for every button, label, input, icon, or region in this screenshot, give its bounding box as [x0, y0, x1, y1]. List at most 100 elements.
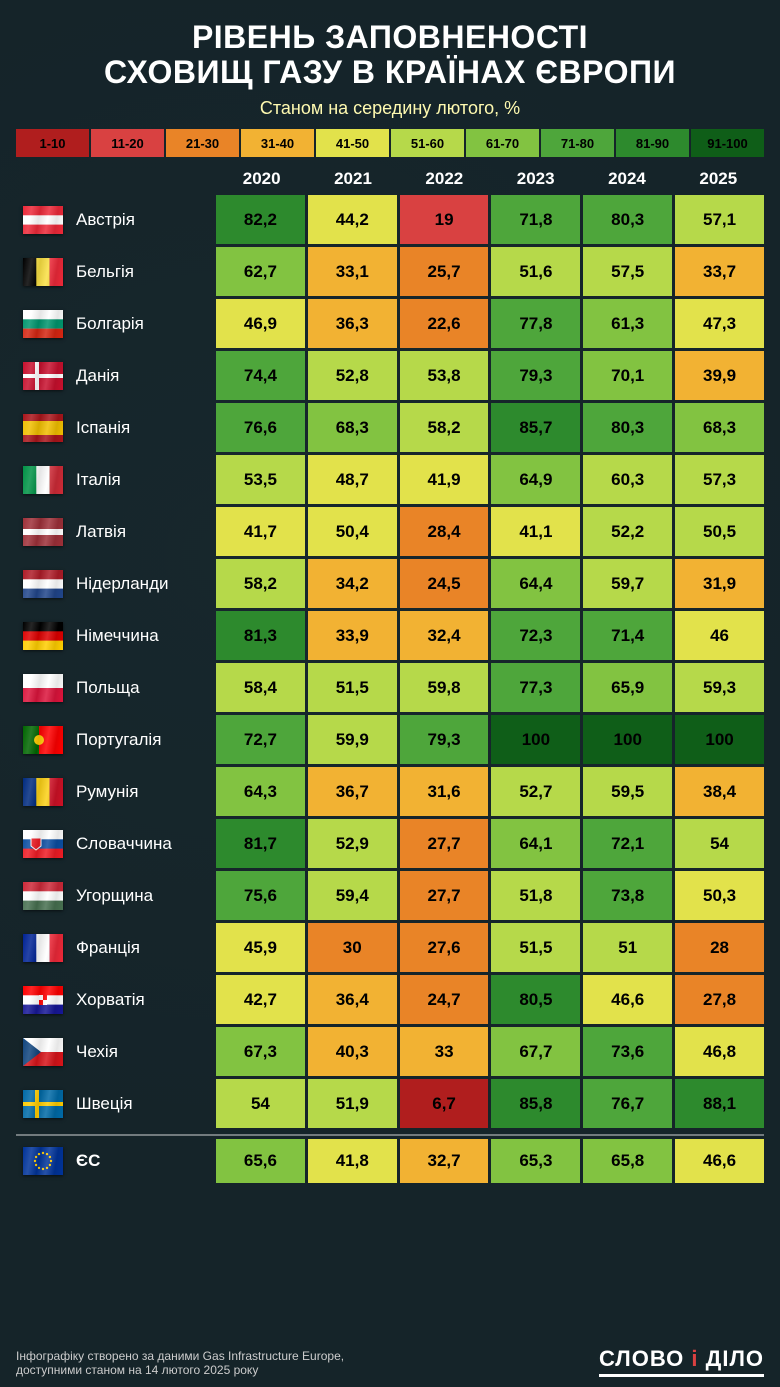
value-cell: 48,7	[308, 455, 397, 504]
value-cell: 57,1	[675, 195, 764, 244]
legend-cell: 61-70	[466, 129, 539, 157]
value-cell: 42,7	[216, 975, 305, 1024]
value-cell: 6,7	[400, 1079, 489, 1128]
flag-icon	[23, 622, 63, 650]
country-label: Чехія	[70, 1042, 216, 1062]
value-cell: 67,3	[216, 1027, 305, 1076]
value-cell: 28	[675, 923, 764, 972]
country-label: Франція	[70, 938, 216, 958]
flag-icon	[23, 518, 63, 546]
flag-icon	[23, 830, 63, 858]
value-cell: 36,4	[308, 975, 397, 1024]
table-row: Португалія72,759,979,3100100100	[16, 715, 764, 764]
value-cell: 64,1	[491, 819, 580, 868]
data-cells: 65,641,832,765,365,846,6	[216, 1139, 764, 1183]
value-cell: 51,9	[308, 1079, 397, 1128]
value-cell: 68,3	[675, 403, 764, 452]
value-cell: 64,3	[216, 767, 305, 816]
table-body: Австрія82,244,21971,880,357,1Бельгія62,7…	[16, 195, 764, 1336]
footer: Інфографіку створено за даними Gas Infra…	[16, 1346, 764, 1377]
year-header: 2023	[490, 169, 581, 189]
value-cell: 19	[400, 195, 489, 244]
flag-icon	[23, 1090, 63, 1118]
table-row: Словаччина81,752,927,764,172,154	[16, 819, 764, 868]
value-cell: 59,8	[400, 663, 489, 712]
year-header: 2020	[216, 169, 307, 189]
value-cell: 59,4	[308, 871, 397, 920]
value-cell: 71,4	[583, 611, 672, 660]
value-cell: 80,3	[583, 195, 672, 244]
legend-cell: 91-100	[691, 129, 764, 157]
value-cell: 52,9	[308, 819, 397, 868]
year-header: 2024	[581, 169, 672, 189]
country-label: Латвія	[70, 522, 216, 542]
title-line-2: СХОВИЩ ГАЗУ В КРАЇНАХ ЄВРОПИ	[16, 55, 764, 90]
value-cell: 72,7	[216, 715, 305, 764]
value-cell: 52,8	[308, 351, 397, 400]
logo-accent: і	[691, 1346, 698, 1371]
value-cell: 73,8	[583, 871, 672, 920]
flag-icon	[23, 362, 63, 390]
table-row: Іспанія76,668,358,285,780,368,3	[16, 403, 764, 452]
legend-cell: 81-90	[616, 129, 689, 157]
value-cell: 81,3	[216, 611, 305, 660]
legend-cell: 11-20	[91, 129, 164, 157]
flag-cell	[16, 726, 70, 754]
flag-icon	[23, 1147, 63, 1175]
value-cell: 64,9	[491, 455, 580, 504]
value-cell: 65,8	[583, 1139, 672, 1183]
table-row: Італія53,548,741,964,960,357,3	[16, 455, 764, 504]
value-cell: 58,2	[400, 403, 489, 452]
summary-row: ЄС65,641,832,765,365,846,6	[16, 1134, 764, 1183]
value-cell: 25,7	[400, 247, 489, 296]
value-cell: 33,1	[308, 247, 397, 296]
country-label: Хорватія	[70, 990, 216, 1010]
table-row: Нідерланди58,234,224,564,459,731,9	[16, 559, 764, 608]
legend-cell: 31-40	[241, 129, 314, 157]
data-cells: 62,733,125,751,657,533,7	[216, 247, 764, 296]
value-cell: 22,6	[400, 299, 489, 348]
value-cell: 27,7	[400, 819, 489, 868]
value-cell: 59,7	[583, 559, 672, 608]
flag-icon	[23, 258, 63, 286]
value-cell: 51,6	[491, 247, 580, 296]
table-row: Румунія64,336,731,652,759,538,4	[16, 767, 764, 816]
value-cell: 77,8	[491, 299, 580, 348]
country-label: ЄС	[70, 1151, 216, 1171]
logo-part-1: СЛОВО	[599, 1346, 684, 1371]
data-cells: 76,668,358,285,780,368,3	[216, 403, 764, 452]
data-cells: 64,336,731,652,759,538,4	[216, 767, 764, 816]
table-row: Польща58,451,559,877,365,959,3	[16, 663, 764, 712]
table-row: Угорщина75,659,427,751,873,850,3	[16, 871, 764, 920]
value-cell: 51,5	[491, 923, 580, 972]
value-cell: 45,9	[216, 923, 305, 972]
infographic-container: РІВЕНЬ ЗАПОВНЕНОСТІ СХОВИЩ ГАЗУ В КРАЇНА…	[0, 0, 780, 1387]
value-cell: 80,5	[491, 975, 580, 1024]
country-label: Словаччина	[70, 834, 216, 854]
country-label: Австрія	[70, 210, 216, 230]
value-cell: 46,6	[583, 975, 672, 1024]
data-cells: 41,750,428,441,152,250,5	[216, 507, 764, 556]
value-cell: 40,3	[308, 1027, 397, 1076]
value-cell: 75,6	[216, 871, 305, 920]
flag-icon	[23, 570, 63, 598]
table-row: Бельгія62,733,125,751,657,533,7	[16, 247, 764, 296]
value-cell: 24,5	[400, 559, 489, 608]
data-cells: 67,340,33367,773,646,8	[216, 1027, 764, 1076]
table-row: Латвія41,750,428,441,152,250,5	[16, 507, 764, 556]
value-cell: 46	[675, 611, 764, 660]
value-cell: 38,4	[675, 767, 764, 816]
data-cells: 72,759,979,3100100100	[216, 715, 764, 764]
flag-cell	[16, 466, 70, 494]
data-cells: 45,93027,651,55128	[216, 923, 764, 972]
table-row: Данія74,452,853,879,370,139,9	[16, 351, 764, 400]
value-cell: 41,7	[216, 507, 305, 556]
value-cell: 70,1	[583, 351, 672, 400]
table-row: Німеччина81,333,932,472,371,446	[16, 611, 764, 660]
table-row: Болгарія46,936,322,677,861,347,3	[16, 299, 764, 348]
value-cell: 59,3	[675, 663, 764, 712]
value-cell: 53,5	[216, 455, 305, 504]
flag-cell	[16, 258, 70, 286]
country-label: Нідерланди	[70, 574, 216, 594]
value-cell: 76,6	[216, 403, 305, 452]
